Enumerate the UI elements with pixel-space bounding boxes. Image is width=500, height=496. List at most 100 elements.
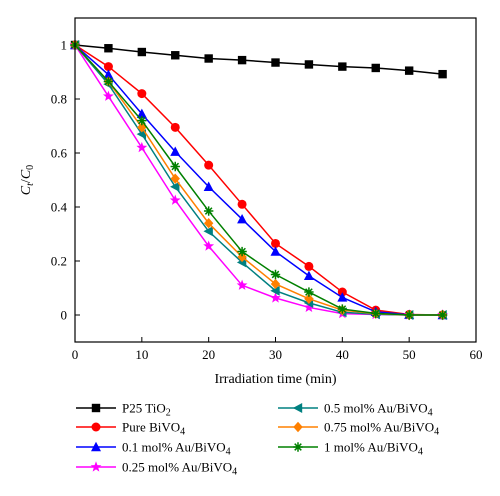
data-point (170, 181, 180, 192)
data-point (404, 310, 414, 320)
data-point (304, 287, 314, 297)
data-point (203, 218, 214, 229)
data-point (104, 44, 113, 53)
x-tick-label: 40 (336, 347, 349, 362)
y-tick-label: 0 (61, 308, 68, 323)
legend-marker (293, 442, 303, 452)
data-point (137, 47, 147, 57)
data-point (136, 108, 147, 119)
data-point (136, 141, 148, 153)
data-point (203, 240, 215, 251)
data-point (203, 226, 213, 237)
data-point (236, 279, 248, 290)
series-line (74, 44, 443, 316)
series-line (74, 44, 443, 316)
data-point (271, 58, 280, 67)
x-tick-label: 20 (202, 347, 215, 362)
data-point (170, 122, 180, 132)
data-point (270, 269, 281, 280)
ticks-layer: 0 10 20 30 40 50 60 0 0.2 0.4 0.6 0.8 1 (51, 38, 483, 363)
legend-item: P25 TiO2 (76, 401, 171, 419)
x-tick-label: 0 (72, 347, 79, 362)
data-point (204, 160, 214, 170)
plot-frame (74, 17, 477, 343)
data-point (102, 90, 114, 101)
y-tick-label: 0.2 (51, 254, 67, 269)
data-point (137, 89, 147, 99)
legend-marker (91, 403, 101, 413)
series-line (74, 44, 443, 316)
legend-label: 0.25 mol% Au/BiVO4 (122, 460, 237, 478)
legend-label: Pure BiVO4 (122, 420, 185, 438)
data-point (437, 310, 448, 320)
data-point (170, 146, 181, 156)
data-point (170, 173, 180, 184)
legend-item: 0.25 mol% Au/BiVO4 (76, 460, 237, 478)
legend-marker (292, 403, 303, 413)
data-point (303, 270, 314, 281)
series-2 (70, 40, 448, 320)
data-point (270, 292, 281, 303)
x-tick-label: 10 (135, 347, 148, 362)
series-line (74, 44, 443, 316)
legend-label: 0.1 mol% Au/BiVO4 (122, 440, 231, 458)
y-axis-title-c: C (19, 185, 34, 195)
y-tick-label: 1 (61, 38, 68, 53)
y-axis-title-sub-0: 0 (25, 165, 36, 170)
data-point (304, 261, 314, 271)
data-point (371, 63, 380, 73)
series-layer (69, 39, 449, 321)
legend-item: 1 mol% Au/BiVO4 (278, 440, 423, 458)
data-point (371, 308, 381, 319)
data-point (303, 301, 315, 313)
data-point (103, 69, 114, 79)
data-point (304, 293, 314, 304)
data-point (204, 54, 213, 63)
legend-label: 1 mol% Au/BiVO4 (324, 440, 423, 458)
data-point (203, 206, 214, 216)
legend-label: P25 TiO2 (122, 401, 171, 419)
data-point (237, 213, 248, 224)
data-point (338, 62, 347, 71)
legend-item: 0.75 mol% Au/BiVO4 (278, 420, 439, 438)
data-point (304, 60, 314, 69)
y-tick-label: 0.6 (51, 146, 68, 161)
data-point (103, 62, 113, 72)
data-point (270, 278, 281, 290)
x-axis-title: Irradiation time (min) (214, 372, 336, 387)
data-point (237, 199, 247, 209)
legend-marker (293, 421, 303, 433)
data-point (169, 194, 181, 205)
data-point (170, 161, 180, 172)
data-point (337, 287, 347, 297)
legend-item: 0.5 mol% Au/BiVO4 (278, 401, 433, 419)
legend-label: 0.75 mol% Au/BiVO4 (324, 420, 439, 438)
legend-label: 0.5 mol% Au/BiVO4 (324, 401, 433, 419)
data-point (203, 181, 214, 191)
data-point (270, 285, 280, 296)
data-point (438, 69, 447, 79)
series-line (74, 44, 443, 75)
data-point (237, 55, 247, 65)
series-line (74, 44, 443, 316)
legend-item: 0.1 mol% Au/BiVO4 (76, 440, 231, 458)
y-tick-label: 0.8 (51, 92, 67, 107)
y-axis-title-c0: C (19, 169, 34, 179)
data-point (137, 115, 147, 126)
x-tick-label: 50 (403, 347, 416, 362)
data-point (237, 246, 247, 257)
y-axis-title-slash: / (19, 179, 34, 183)
data-point (171, 51, 180, 60)
x-tick-label: 60 (470, 347, 483, 362)
series-line (74, 44, 443, 316)
data-point (337, 304, 348, 314)
legend-item: Pure BiVO4 (76, 420, 185, 438)
y-tick-label: 0.4 (51, 200, 68, 215)
legend-marker (91, 441, 101, 452)
legend-marker (90, 461, 102, 472)
data-point (337, 292, 348, 302)
data-point (404, 66, 414, 75)
legend-marker (91, 422, 101, 432)
